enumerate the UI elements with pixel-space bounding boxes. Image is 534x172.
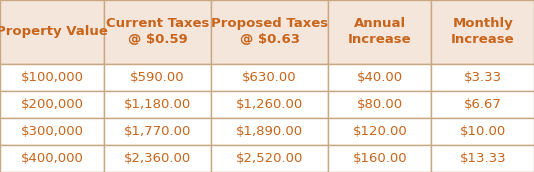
Bar (0, 145, 104, 172)
Text: $3.33: $3.33 (464, 71, 502, 84)
Text: Current Taxes
@ $0.59: Current Taxes @ $0.59 (106, 17, 209, 46)
Bar (104, 145, 211, 172)
Text: $10.00: $10.00 (460, 125, 506, 138)
Text: $13.33: $13.33 (459, 152, 506, 165)
Text: Annual
Increase: Annual Increase (348, 17, 412, 46)
Bar (211, 0, 328, 64)
Bar (328, 145, 431, 172)
Bar (104, 118, 211, 145)
Text: $120.00: $120.00 (352, 125, 407, 138)
Bar (328, 0, 431, 64)
Bar (328, 64, 431, 91)
Bar (431, 0, 534, 64)
Text: Property Value: Property Value (0, 25, 108, 38)
Text: $200,000: $200,000 (21, 98, 83, 111)
Text: Proposed Taxes
@ $0.63: Proposed Taxes @ $0.63 (211, 17, 328, 46)
Bar (431, 64, 534, 91)
Text: $1,770.00: $1,770.00 (124, 125, 191, 138)
Bar (328, 91, 431, 118)
Bar (211, 145, 328, 172)
Bar (431, 145, 534, 172)
Text: Monthly
Increase: Monthly Increase (451, 17, 515, 46)
Bar (431, 91, 534, 118)
Bar (211, 118, 328, 145)
Bar (104, 64, 211, 91)
Text: $40.00: $40.00 (357, 71, 403, 84)
Bar (104, 0, 211, 64)
Bar (431, 118, 534, 145)
Text: $160.00: $160.00 (352, 152, 407, 165)
Bar (328, 118, 431, 145)
Text: $630.00: $630.00 (242, 71, 297, 84)
Text: $2,520.00: $2,520.00 (236, 152, 303, 165)
Text: $400,000: $400,000 (21, 152, 83, 165)
Text: $1,260.00: $1,260.00 (236, 98, 303, 111)
Text: $590.00: $590.00 (130, 71, 185, 84)
Bar (0, 64, 104, 91)
Bar (104, 91, 211, 118)
Text: $300,000: $300,000 (21, 125, 83, 138)
Bar (0, 0, 104, 64)
Text: $6.67: $6.67 (464, 98, 501, 111)
Bar (0, 91, 104, 118)
Bar (211, 91, 328, 118)
Bar (211, 64, 328, 91)
Text: $100,000: $100,000 (21, 71, 83, 84)
Text: $80.00: $80.00 (357, 98, 403, 111)
Text: $2,360.00: $2,360.00 (124, 152, 191, 165)
Bar (0, 118, 104, 145)
Text: $1,180.00: $1,180.00 (124, 98, 191, 111)
Text: $1,890.00: $1,890.00 (236, 125, 303, 138)
